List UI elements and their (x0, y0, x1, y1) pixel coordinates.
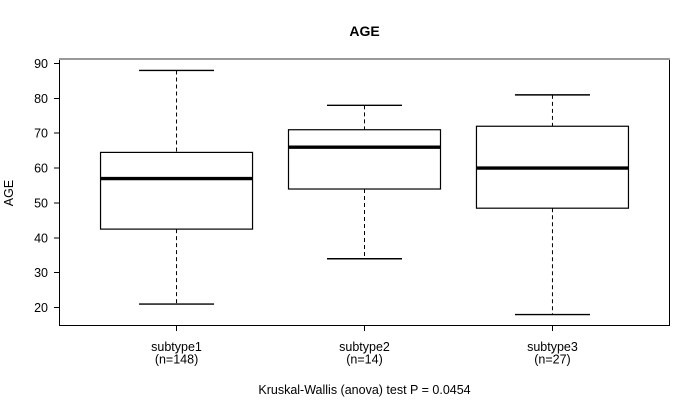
stat-test-caption: Kruskal-Wallis (anova) test P = 0.0454 (258, 383, 470, 397)
x-label-subtype1: subtype1 (151, 340, 202, 354)
y-tick-label: 90 (34, 57, 48, 71)
y-tick-label: 20 (34, 301, 48, 315)
x-label-n-subtype1: (n=148) (155, 353, 198, 367)
y-tick-label: 50 (34, 196, 48, 210)
y-tick-label: 40 (34, 231, 48, 245)
y-tick-label: 30 (34, 266, 48, 280)
plot-layer: 2030405060708090subtype1(n=148)subtype2(… (34, 57, 670, 367)
x-label-subtype3: subtype3 (527, 340, 578, 354)
x-label-n-subtype2: (n=14) (346, 353, 382, 367)
y-tick-label: 60 (34, 162, 48, 176)
y-tick-label: 80 (34, 92, 48, 106)
iqr-box-subtype1 (99, 151, 254, 230)
iqr-box-subtype2 (287, 129, 442, 190)
x-label-subtype2: subtype2 (339, 340, 390, 354)
chart-title: AGE (349, 23, 379, 39)
y-axis-title: AGE (2, 180, 16, 206)
x-label-n-subtype3: (n=27) (534, 353, 570, 367)
y-tick-label: 70 (34, 127, 48, 141)
